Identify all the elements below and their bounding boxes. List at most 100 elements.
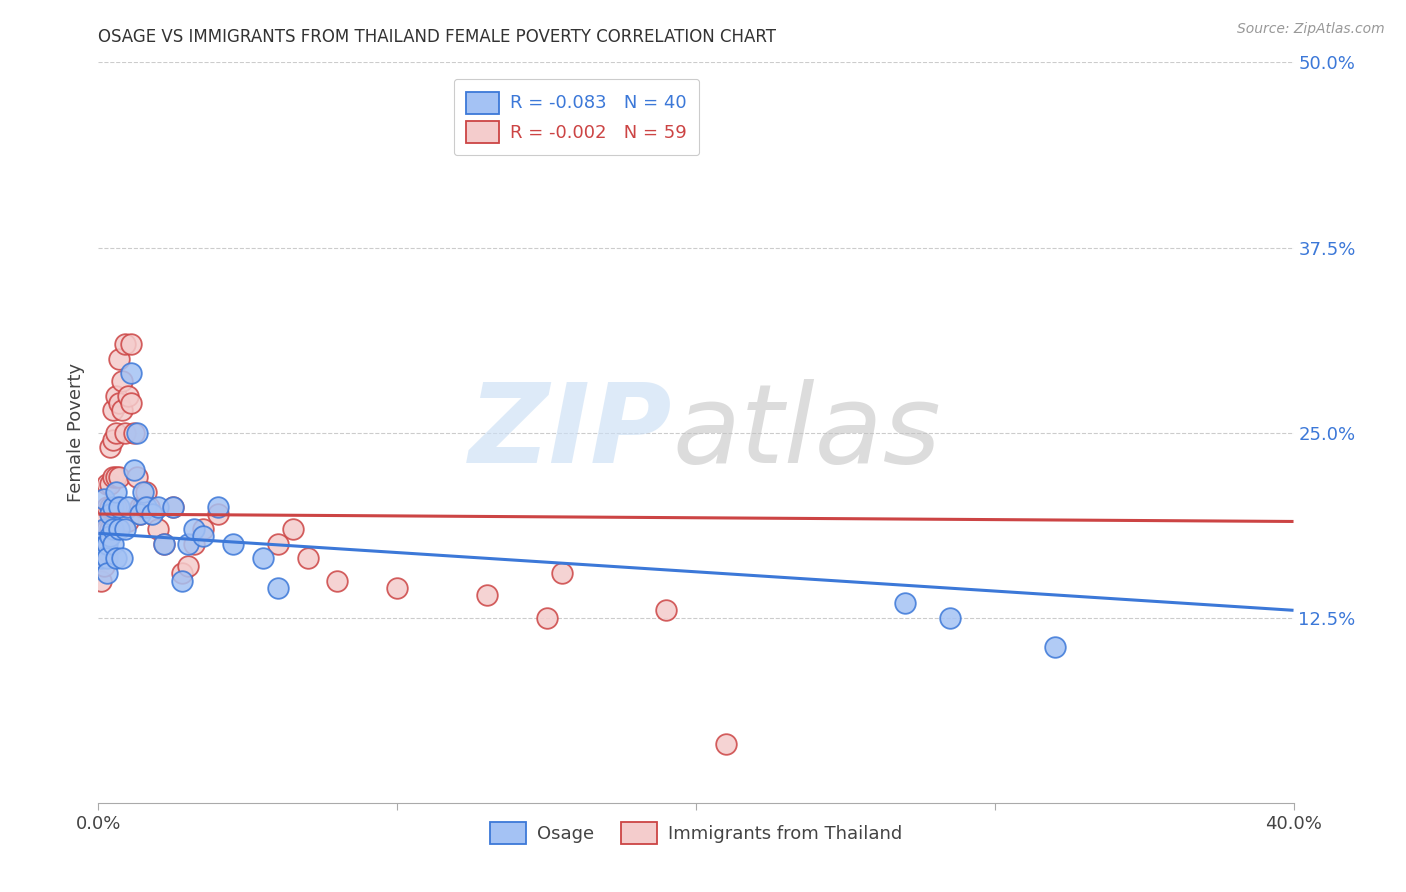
Point — [108, 470, 131, 484]
Point — [894, 596, 917, 610]
Point — [96, 477, 118, 491]
Point — [129, 507, 152, 521]
Text: OSAGE VS IMMIGRANTS FROM THAILAND FEMALE POVERTY CORRELATION CHART: OSAGE VS IMMIGRANTS FROM THAILAND FEMALE… — [98, 28, 776, 45]
Point — [120, 396, 142, 410]
Point — [222, 536, 245, 550]
Y-axis label: Female Poverty: Female Poverty — [66, 363, 84, 502]
Point — [96, 500, 118, 514]
Point — [183, 536, 205, 550]
Point — [153, 536, 176, 550]
Point — [98, 441, 122, 455]
Point — [148, 500, 170, 514]
Point — [103, 522, 125, 536]
Text: atlas: atlas — [672, 379, 941, 486]
Point — [103, 433, 125, 447]
Point — [191, 522, 214, 536]
Point — [96, 536, 118, 550]
Point — [536, 610, 558, 624]
Point — [127, 470, 149, 484]
Point — [655, 603, 678, 617]
Point — [191, 529, 214, 543]
Point — [132, 484, 155, 499]
Point — [96, 551, 118, 566]
Point — [124, 425, 146, 440]
Point — [120, 367, 142, 381]
Point — [108, 396, 131, 410]
Point — [98, 507, 122, 521]
Point — [1043, 640, 1066, 655]
Point — [111, 403, 134, 417]
Point — [90, 551, 112, 566]
Point — [103, 403, 125, 417]
Point — [96, 522, 118, 536]
Point — [117, 515, 139, 529]
Point — [105, 388, 128, 402]
Point — [103, 470, 125, 484]
Point — [103, 522, 125, 536]
Point — [117, 500, 139, 514]
Point — [207, 500, 229, 514]
Point — [105, 500, 128, 514]
Point — [105, 484, 128, 499]
Point — [207, 507, 229, 521]
Point — [141, 507, 163, 521]
Point — [162, 500, 184, 514]
Point — [114, 425, 136, 440]
Point — [135, 484, 157, 499]
Point — [96, 566, 118, 581]
Point — [93, 522, 115, 536]
Text: Source: ZipAtlas.com: Source: ZipAtlas.com — [1237, 22, 1385, 37]
Point — [172, 566, 194, 581]
Point — [595, 114, 617, 128]
Point — [108, 500, 131, 514]
Point — [267, 581, 290, 595]
Point — [135, 500, 157, 514]
Point — [129, 500, 152, 514]
Point — [177, 558, 200, 573]
Point — [93, 492, 115, 507]
Point — [98, 522, 122, 536]
Point — [326, 574, 349, 588]
Point — [90, 574, 112, 588]
Point — [162, 500, 184, 514]
Point — [132, 500, 155, 514]
Point — [93, 536, 115, 550]
Point — [105, 425, 128, 440]
Point — [111, 374, 134, 388]
Point — [103, 500, 125, 514]
Point — [475, 589, 498, 603]
Point — [98, 500, 122, 514]
Point — [90, 551, 112, 566]
Point — [385, 581, 409, 595]
Point — [148, 522, 170, 536]
Point — [114, 336, 136, 351]
Point — [153, 536, 176, 550]
Text: ZIP: ZIP — [468, 379, 672, 486]
Point — [267, 536, 290, 550]
Point — [141, 507, 163, 521]
Point — [120, 336, 142, 351]
Point — [297, 551, 319, 566]
Point — [96, 544, 118, 558]
Point — [108, 351, 131, 366]
Point — [172, 574, 194, 588]
Point — [93, 558, 115, 573]
Point — [281, 522, 304, 536]
Point — [138, 500, 160, 514]
Point — [105, 470, 128, 484]
Point — [114, 522, 136, 536]
Point — [117, 388, 139, 402]
Point — [111, 551, 134, 566]
Point — [183, 522, 205, 536]
Point — [105, 551, 128, 566]
Point — [90, 536, 112, 550]
Point — [103, 536, 125, 550]
Point — [129, 507, 152, 521]
Point — [252, 551, 274, 566]
Point — [98, 529, 122, 543]
Point — [124, 462, 146, 476]
Point — [98, 477, 122, 491]
Legend: Osage, Immigrants from Thailand: Osage, Immigrants from Thailand — [481, 813, 911, 853]
Point — [550, 566, 572, 581]
Point — [714, 737, 737, 751]
